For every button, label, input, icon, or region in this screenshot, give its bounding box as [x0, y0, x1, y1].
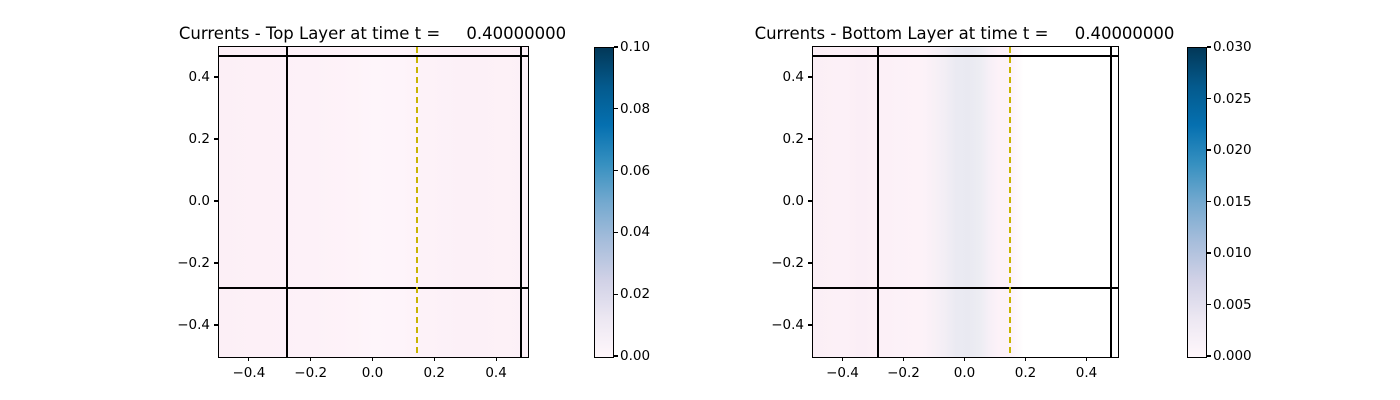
colorbar-tick-label: 0.08 — [620, 100, 651, 117]
colorbar-tick-label: 0.10 — [620, 39, 651, 55]
y-tick-label: −0.4 — [771, 317, 804, 333]
y-tick-mark — [808, 262, 812, 264]
x-tick-label: −0.4 — [232, 365, 266, 381]
gauge-dashed-line — [1009, 47, 1011, 357]
colorbar-tick-mark — [1207, 252, 1211, 254]
wall-line-vertical-right — [1110, 47, 1112, 357]
colorbar-tick-label: 0.000 — [1213, 348, 1252, 364]
colorbar-tick-mark — [614, 355, 618, 357]
colorbar-tick-mark — [1207, 46, 1211, 48]
x-tick-label: 0.2 — [423, 365, 446, 381]
x-tick-label: 0.4 — [1075, 365, 1098, 381]
wall-line-vertical-left — [877, 47, 879, 357]
colorbar-tick-mark — [1207, 200, 1211, 203]
colorbar-tick-label: 0.015 — [1213, 193, 1252, 210]
y-tick-label: 0.4 — [782, 69, 804, 85]
x-tick-label: −0.2 — [294, 365, 328, 381]
colorbar-top-layer — [594, 47, 614, 358]
x-tick-mark — [841, 357, 844, 361]
x-tick-mark — [902, 357, 905, 361]
y-tick-mark — [808, 76, 812, 78]
colorbar-tick-mark — [614, 170, 618, 172]
x-tick-mark — [495, 357, 497, 361]
y-tick-mark — [214, 76, 218, 78]
x-tick-mark — [1024, 357, 1027, 361]
colorbar-tick-label: 0.00 — [620, 348, 651, 364]
colorbar-tick-label: 0.030 — [1213, 39, 1252, 55]
y-tick-mark — [808, 324, 812, 326]
y-tick-mark — [808, 138, 812, 140]
x-tick-label: 0.0 — [953, 365, 976, 381]
x-tick-label: 0.0 — [361, 365, 384, 381]
colorbar-tick-label: 0.02 — [620, 286, 651, 303]
y-tick-mark — [214, 262, 218, 264]
y-tick-label: 0.0 — [188, 193, 210, 209]
x-tick-label: −0.4 — [826, 365, 859, 381]
colorbar-tick-mark — [614, 46, 618, 48]
x-tick-label: 0.2 — [1014, 365, 1037, 381]
x-tick-mark — [433, 357, 435, 361]
y-tick-mark — [214, 200, 218, 202]
y-tick-label: −0.2 — [771, 255, 804, 271]
y-tick-mark — [808, 200, 812, 202]
colorbar-tick-label: 0.06 — [620, 162, 651, 179]
colorbar-tick-mark — [1207, 97, 1211, 100]
wall-line-horizontal-top — [813, 55, 1118, 57]
y-tick-label: 0.2 — [782, 131, 804, 147]
wall-line-vertical-left — [286, 47, 288, 357]
x-tick-mark — [248, 357, 250, 361]
x-tick-mark — [1085, 357, 1088, 361]
x-tick-mark — [963, 357, 966, 361]
x-tick-label: −0.2 — [887, 365, 920, 381]
panel-title-bottom-layer: Currents - Bottom Layer at time t = 0.40… — [754, 24, 1175, 43]
colorbar-tick-label: 0.010 — [1213, 245, 1252, 261]
y-tick-label: −0.4 — [177, 317, 210, 333]
y-tick-label: 0.0 — [782, 193, 804, 209]
wall-line-horizontal-bottom — [813, 287, 1118, 289]
x-tick-mark — [310, 357, 312, 361]
colorbar-tick-mark — [614, 231, 618, 233]
y-tick-label: 0.4 — [188, 69, 210, 85]
colorbar-tick-label: 0.025 — [1213, 90, 1252, 107]
heatmap-axes-top-layer — [218, 46, 529, 358]
panel-title-top-layer: Currents - Top Layer at time t = 0.40000… — [178, 24, 567, 43]
wall-line-vertical-right — [520, 47, 522, 357]
y-tick-mark — [214, 138, 218, 140]
colorbar-tick-mark — [614, 108, 618, 110]
y-tick-label: −0.2 — [177, 255, 210, 271]
colorbar-tick-label: 0.005 — [1213, 296, 1252, 313]
heatmap-axes-bottom-layer — [812, 46, 1119, 358]
gauge-dashed-line — [416, 47, 418, 357]
colorbar-tick-label: 0.04 — [620, 224, 651, 241]
colorbar-tick-mark — [1207, 149, 1211, 151]
y-tick-label: 0.2 — [188, 131, 210, 147]
colorbar-tick-label: 0.020 — [1213, 142, 1252, 158]
wall-line-horizontal-top — [219, 55, 528, 57]
colorbar-tick-mark — [1207, 355, 1211, 357]
y-tick-mark — [214, 324, 218, 326]
x-tick-label: 0.4 — [485, 365, 507, 381]
wall-line-horizontal-bottom — [219, 287, 528, 289]
x-tick-mark — [371, 357, 374, 361]
colorbar-bottom-layer — [1187, 47, 1207, 358]
colorbar-tick-mark — [1207, 303, 1211, 306]
colorbar-tick-mark — [614, 293, 618, 295]
